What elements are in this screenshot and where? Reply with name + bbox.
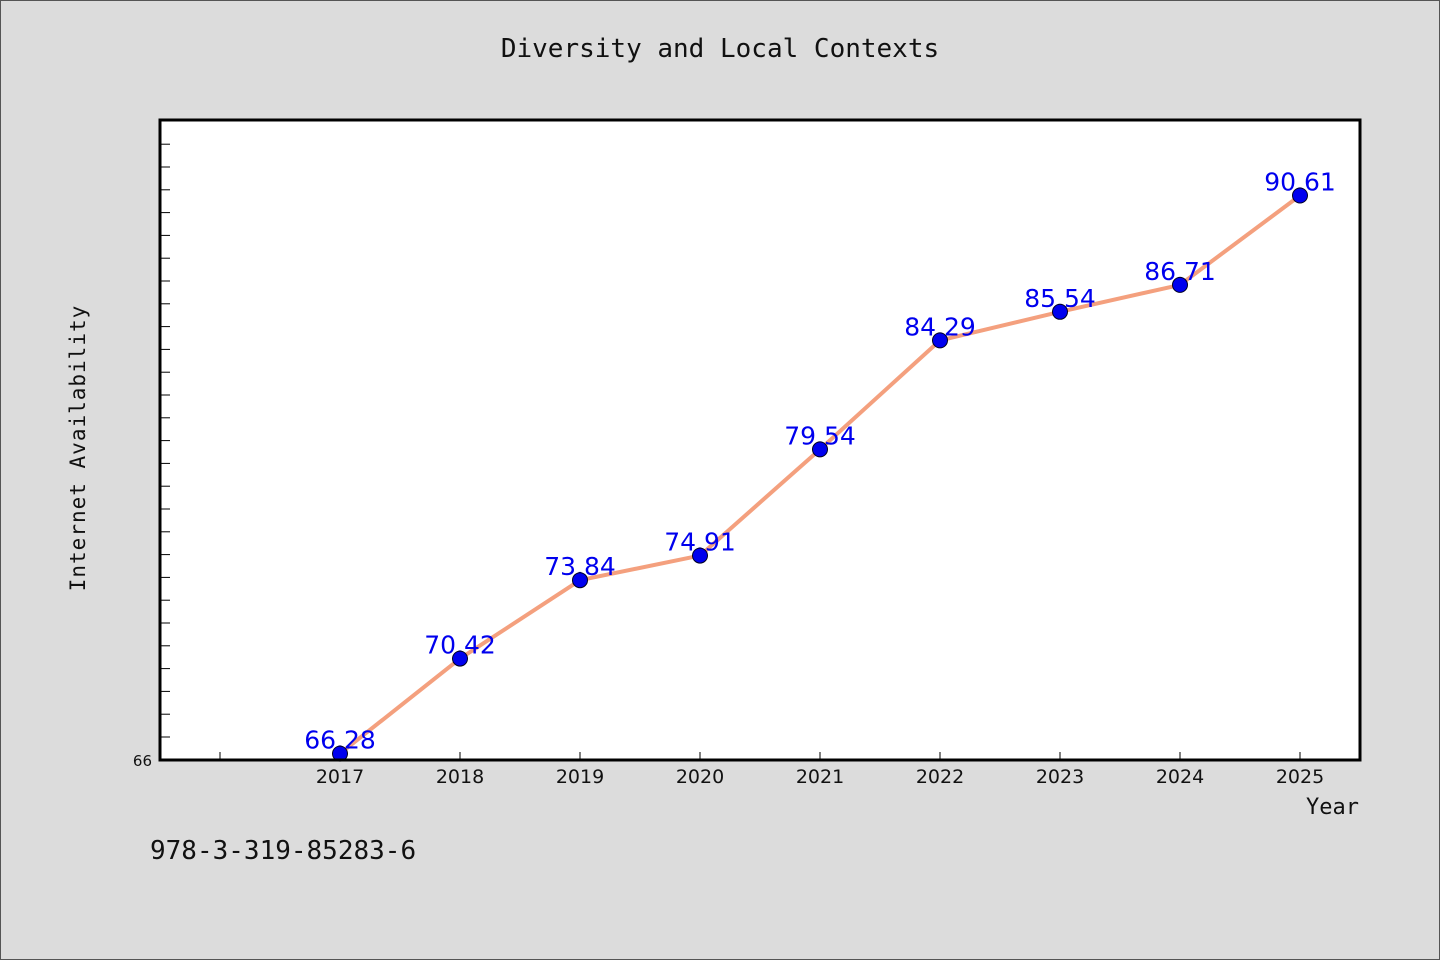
- data-point: [1052, 303, 1068, 320]
- data-point: [572, 572, 588, 589]
- x-tick-label: 2024: [1156, 766, 1204, 788]
- x-tick-label: 2017: [316, 766, 364, 788]
- x-tick-label: 2025: [1276, 766, 1324, 788]
- data-point: [932, 332, 948, 349]
- x-tick-label: 2019: [556, 766, 604, 788]
- plot-area: [160, 120, 1360, 760]
- plot-border: [158, 118, 1362, 762]
- x-tick-label: 2022: [916, 766, 964, 788]
- x-tick-label: 2023: [1036, 766, 1084, 788]
- x-tick-label: 2018: [436, 766, 484, 788]
- x-axis-title: Year: [1306, 795, 1359, 820]
- data-point: [692, 547, 708, 564]
- chart-title: Diversity and Local Contexts: [500, 34, 940, 64]
- data-point: [1172, 276, 1188, 293]
- x-tick-label: 2020: [676, 766, 724, 788]
- y-tick-label: 66: [133, 752, 152, 770]
- data-point: [1292, 187, 1308, 204]
- y-axis-title: Internet Availability: [66, 304, 90, 592]
- isbn-code: 978-3-319-85283-6: [150, 836, 417, 866]
- data-point: [812, 441, 828, 458]
- x-tick-label: 2021: [796, 766, 844, 788]
- data-point: [452, 650, 468, 667]
